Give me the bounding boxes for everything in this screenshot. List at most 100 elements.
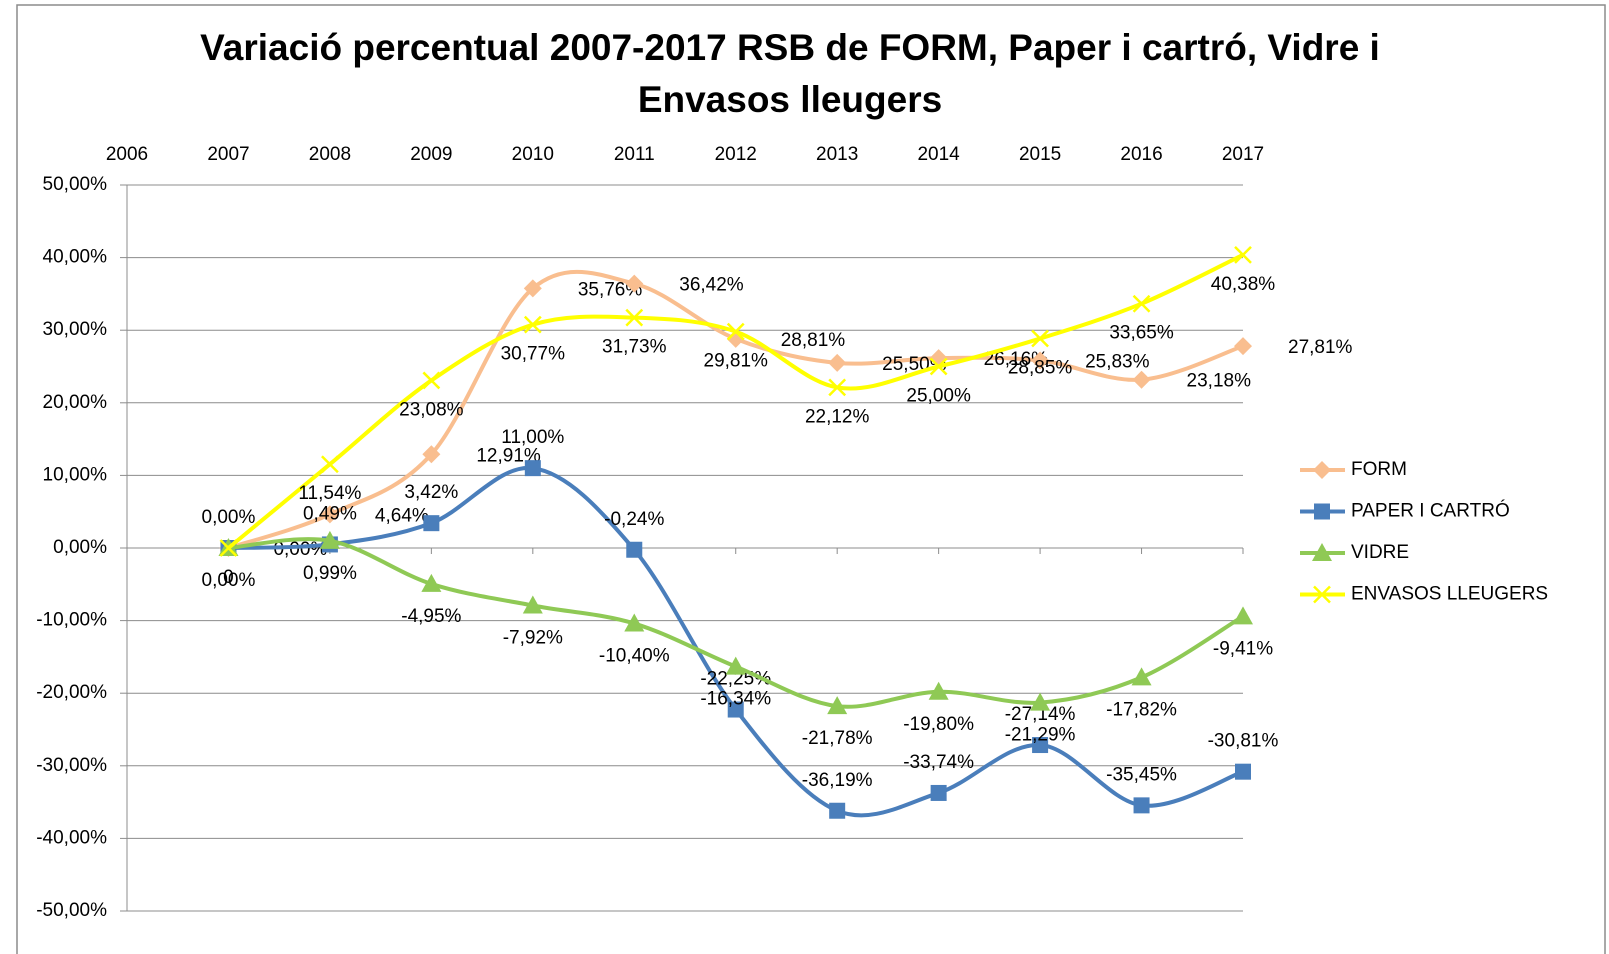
marker <box>625 274 644 293</box>
x-tick-label: 2006 <box>106 144 148 165</box>
data-label: 4,64% <box>375 505 429 526</box>
y-tick-label: -30,00% <box>36 755 107 776</box>
x-tick-label: 2012 <box>715 144 757 165</box>
marker <box>928 681 949 700</box>
marker <box>1132 370 1151 389</box>
data-label: -7,92% <box>503 628 563 649</box>
data-label: -36,19% <box>802 770 873 791</box>
marker <box>727 701 744 718</box>
marker <box>1312 543 1332 561</box>
legend-label: ENVASOS LLEUGERS <box>1351 584 1548 605</box>
x-tick-label: 2016 <box>1120 144 1162 165</box>
data-label: 11,00% <box>501 427 564 448</box>
data-label: 22,12% <box>805 406 870 427</box>
y-tick-label: 10,00% <box>43 464 108 485</box>
x-tick-label: 2009 <box>410 144 452 165</box>
marker <box>1313 585 1331 604</box>
x-tick-label: 2011 <box>614 144 655 165</box>
data-label: 33,65% <box>1109 323 1174 344</box>
data-label: -10,40% <box>599 646 670 667</box>
x-tick-label: 2008 <box>309 144 351 165</box>
marker <box>725 656 746 675</box>
chart-title: Variació percentual 2007-2017 RSB de FOR… <box>200 27 1380 120</box>
x-tick-label: 2010 <box>512 144 554 165</box>
data-label: 35,76% <box>578 279 643 300</box>
marker <box>522 595 543 614</box>
data-label: 0 <box>223 567 234 588</box>
y-tick-label: -40,00% <box>36 827 107 848</box>
data-label: -0,24% <box>604 509 664 530</box>
marker <box>319 530 340 549</box>
y-tick-label: 30,00% <box>43 319 108 340</box>
data-label: 11,54% <box>298 483 361 504</box>
data-label: -17,82% <box>1106 699 1177 720</box>
marker <box>828 353 847 372</box>
marker <box>1031 329 1049 348</box>
y-tick-label: -50,00% <box>36 900 107 921</box>
data-label: 0,49% <box>303 503 357 524</box>
data-label: 26,16% <box>984 349 1049 370</box>
legend-label: PAPER I CARTRÓ <box>1351 500 1510 522</box>
marker <box>422 371 441 390</box>
data-label: 28,81% <box>781 330 846 351</box>
marker <box>624 613 645 632</box>
y-tick-label: -10,00% <box>36 610 107 631</box>
data-label: 28,85% <box>1008 358 1073 379</box>
marker <box>1032 737 1049 754</box>
legend-label: VIDRE <box>1351 542 1409 563</box>
data-label: 31,73% <box>602 337 667 358</box>
y-tick-label: 40,00% <box>43 247 108 268</box>
marker <box>1131 667 1152 686</box>
data-label: -4,95% <box>401 606 461 627</box>
marker <box>1031 351 1050 370</box>
y-tick-label: 50,00% <box>43 174 108 195</box>
marker <box>524 460 541 477</box>
marker <box>625 308 644 327</box>
marker <box>523 315 542 334</box>
data-label: 0,99% <box>303 563 357 584</box>
data-label: 36,42% <box>679 275 744 296</box>
marker <box>1234 245 1252 264</box>
data-label: 12,91% <box>476 445 541 466</box>
x-tick-label: 2013 <box>816 144 858 165</box>
marker <box>422 445 441 464</box>
data-label: 27,81% <box>1288 337 1353 358</box>
data-label: 25,00% <box>906 386 971 407</box>
data-label: -9,41% <box>1213 638 1273 659</box>
data-label: 40,38% <box>1211 274 1276 295</box>
marker <box>1132 294 1151 313</box>
marker <box>1233 606 1253 625</box>
data-label: 25,83% <box>1085 351 1150 372</box>
y-tick-label: -20,00% <box>36 682 107 703</box>
y-tick-label: 0,00% <box>53 537 107 558</box>
data-label: -30,81% <box>1208 731 1279 752</box>
legend-label: FORM <box>1351 459 1407 480</box>
data-label: 0,00% <box>202 570 256 591</box>
marker <box>1133 797 1150 814</box>
data-label: -16,34% <box>700 689 771 710</box>
data-label: -27,14% <box>1005 704 1076 725</box>
x-tick-label: 2007 <box>207 144 249 165</box>
marker <box>1314 503 1330 520</box>
series-line <box>227 269 1244 550</box>
marker <box>726 322 745 341</box>
x-tick-label: 2017 <box>1222 144 1264 165</box>
series-line <box>227 253 1244 550</box>
marker <box>320 505 339 524</box>
x-tick-label: 2015 <box>1019 144 1061 165</box>
marker <box>1234 337 1252 356</box>
marker <box>1235 763 1251 780</box>
data-label: 23,18% <box>1187 371 1252 392</box>
data-label: -21,29% <box>1005 725 1076 746</box>
data-label: 30,77% <box>501 344 566 365</box>
data-label: -19,80% <box>903 714 974 735</box>
marker <box>828 378 847 397</box>
marker <box>829 802 846 819</box>
marker <box>1030 692 1051 711</box>
chart-border <box>16 4 1606 954</box>
marker <box>219 539 238 557</box>
marker <box>421 573 442 592</box>
y-tick-label: 20,00% <box>43 392 108 413</box>
